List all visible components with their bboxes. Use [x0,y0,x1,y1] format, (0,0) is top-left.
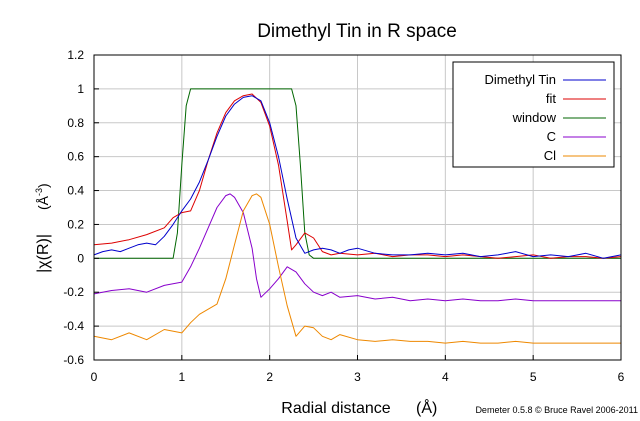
y-tick-labels: -0.6 -0.4 -0.2 0 0.2 0.4 0.6 0.8 1 1.2 [63,48,99,367]
legend-label: C [547,129,556,144]
x-tick-labels: 0 1 2 3 4 5 6 [91,355,625,384]
x-tick-label: 0 [91,370,98,384]
x-axis-title: Radial distance [281,400,391,417]
legend-label: fit [546,91,557,106]
series-line-cl [93,193,621,344]
y-tick-label: 0.6 [67,150,84,164]
y-axis-unit: (Å-3) [34,183,51,210]
legend: Dimethyl Tin fit window C Cl [452,61,615,168]
chart-title: Dimethyl Tin in R space [257,21,457,42]
y-axis-label: |χ(R)| (Å-3) [34,183,52,273]
software-credit: Demeter 0.5.8 © Bruce Ravel 2006-2011 [475,405,638,415]
legend-label: window [512,110,557,125]
y-tick-label: 0.4 [67,184,84,198]
y-tick-label: -0.2 [63,285,84,299]
x-tick-label: 2 [266,370,273,384]
series-line-c [93,193,621,302]
legend-label: Cl [544,148,556,163]
x-tick-label: 1 [178,370,185,384]
y-tick-label: 1 [77,82,84,96]
x-tick-label: 6 [618,370,625,384]
y-axis-title: |χ(R)| [35,234,52,273]
legend-label: Dimethyl Tin [484,72,556,87]
x-axis-unit: (Å) [416,398,437,417]
series-lines [93,88,622,344]
y-tick-label: -0.6 [63,353,84,367]
y-tick-label: -0.4 [63,319,84,333]
y-tick-label: 1.2 [67,48,84,62]
y-tick-label: 0.8 [67,116,84,130]
series-line-dimethyl-tin [93,95,622,259]
y-tick-label: 0 [77,251,84,265]
x-tick-label: 5 [530,370,537,384]
x-tick-label: 3 [354,370,361,384]
y-tick-label: 0.2 [67,217,84,231]
series-line-fit [93,93,622,259]
series-line-window [94,88,621,259]
x-tick-label: 4 [442,370,449,384]
